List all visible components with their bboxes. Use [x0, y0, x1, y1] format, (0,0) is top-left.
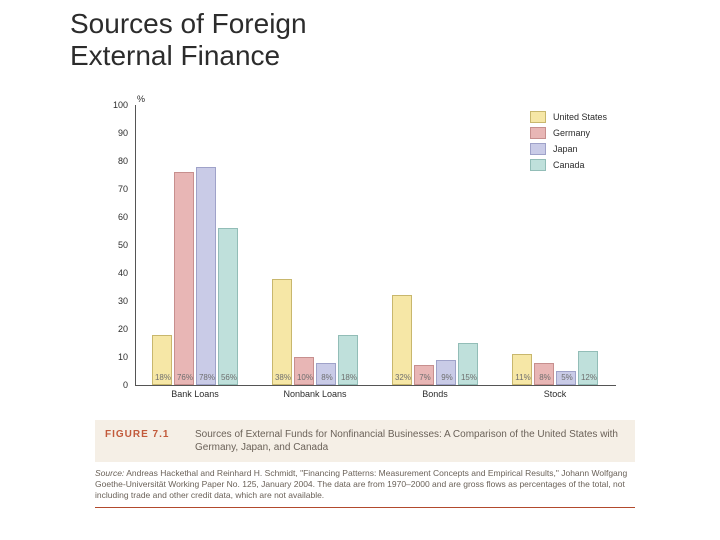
legend-label: Germany	[553, 128, 590, 138]
title-line-2: External Finance	[70, 40, 280, 71]
figure-number: FIGURE 7.1	[105, 428, 195, 454]
y-tick-label: 90	[98, 128, 128, 138]
legend-item: Japan	[530, 141, 635, 157]
bar-value-label: 5%	[557, 373, 577, 382]
bar	[392, 295, 412, 385]
figure-label-bar: FIGURE 7.1 Sources of External Funds for…	[95, 420, 635, 462]
bar	[174, 172, 194, 385]
figure-title: Sources of External Funds for Nonfinanci…	[195, 428, 625, 454]
divider	[95, 507, 635, 508]
y-tick-label: 60	[98, 212, 128, 222]
bar-value-label: 10%	[295, 373, 315, 382]
y-tick-label: 10	[98, 352, 128, 362]
bar-value-label: 8%	[535, 373, 555, 382]
bar-value-label: 15%	[459, 373, 479, 382]
y-tick-label: 40	[98, 268, 128, 278]
legend-item: Germany	[530, 125, 635, 141]
legend-swatch	[530, 127, 546, 139]
bar-value-label: 56%	[219, 373, 239, 382]
source-text: Andreas Hackethal and Reinhard H. Schmid…	[95, 468, 627, 500]
page: Sources of Foreign External Finance % 0 1…	[0, 0, 720, 540]
y-tick-label: 100	[98, 100, 128, 110]
bar-value-label: 32%	[393, 373, 413, 382]
x-category-label: Stock	[495, 389, 615, 399]
legend-label: Canada	[553, 160, 585, 170]
legend-item: United States	[530, 109, 635, 125]
y-tick-label: 70	[98, 184, 128, 194]
y-axis-label: %	[137, 94, 145, 104]
bar	[272, 279, 292, 385]
bar-value-label: 7%	[415, 373, 435, 382]
bar-value-label: 18%	[153, 373, 173, 382]
legend: United States Germany Japan Canada	[530, 109, 635, 173]
page-title: Sources of Foreign External Finance	[70, 8, 307, 72]
chart: % 0102030405060708090100 18%76%78%56%38%…	[90, 105, 645, 435]
figure-caption: FIGURE 7.1 Sources of External Funds for…	[95, 420, 635, 508]
y-tick-label: 80	[98, 156, 128, 166]
legend-label: Japan	[553, 144, 578, 154]
title-line-1: Sources of Foreign	[70, 8, 307, 39]
bar-value-label: 11%	[513, 373, 533, 382]
bar-value-label: 12%	[579, 373, 599, 382]
x-category-label: Bank Loans	[135, 389, 255, 399]
y-tick-label: 20	[98, 324, 128, 334]
bar-value-label: 38%	[273, 373, 293, 382]
bar	[196, 167, 216, 385]
legend-item: Canada	[530, 157, 635, 173]
source-label: Source:	[95, 468, 124, 478]
legend-swatch	[530, 111, 546, 123]
figure-source: Source: Andreas Hackethal and Reinhard H…	[95, 468, 635, 501]
x-category-label: Bonds	[375, 389, 495, 399]
legend-label: United States	[553, 112, 607, 122]
y-tick-label: 30	[98, 296, 128, 306]
x-category-label: Nonbank Loans	[255, 389, 375, 399]
bar-value-label: 9%	[437, 373, 457, 382]
bar-value-label: 76%	[175, 373, 195, 382]
bar-value-label: 8%	[317, 373, 337, 382]
legend-swatch	[530, 159, 546, 171]
y-tick-label: 0	[98, 380, 128, 390]
legend-swatch	[530, 143, 546, 155]
bar-value-label: 18%	[339, 373, 359, 382]
y-tick-label: 50	[98, 240, 128, 250]
bar-value-label: 78%	[197, 373, 217, 382]
bar	[218, 228, 238, 385]
